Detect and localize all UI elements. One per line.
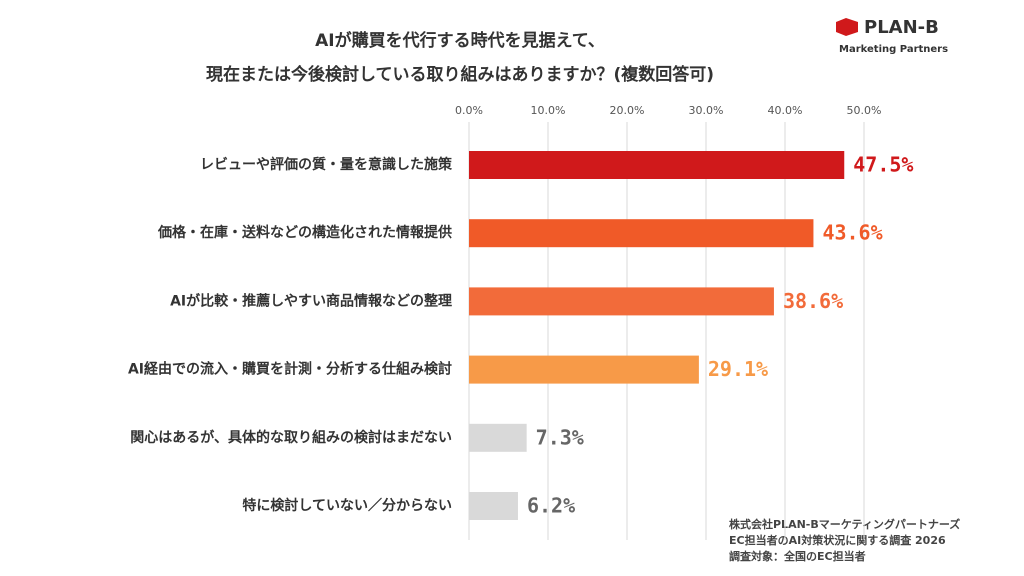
data-label: 38.6% (783, 289, 843, 313)
bar (469, 492, 518, 520)
y-tick-label: 特に検討していない／分からない (242, 497, 452, 514)
x-tick-label: 30.0% (689, 104, 724, 117)
x-tick-label: 50.0% (847, 104, 882, 117)
x-tick-label: 40.0% (768, 104, 803, 117)
data-label: 7.3% (536, 425, 584, 449)
bar (469, 287, 774, 316)
y-tick-label: AI経由での流入・購買を計測・分析する仕組み検討 (128, 361, 452, 378)
y-tick-label: AIが比較・推薦しやすい商品情報などの整理 (170, 292, 452, 309)
data-label: 29.1% (708, 357, 768, 381)
data-label: 47.5% (853, 153, 913, 177)
source-note: 株式会社PLAN-Bマーケティングパートナーズ (729, 517, 960, 531)
chart-title: 現在または今後検討している取り組みはありますか？(複数回答可) (206, 64, 714, 85)
data-label: 43.6% (822, 221, 882, 245)
x-tick-label: 0.0% (455, 104, 483, 117)
logo-tagline: Marketing Partners (839, 44, 948, 55)
y-tick-label: レビューや評価の質・量を意識した施策 (200, 156, 453, 173)
x-tick-label: 20.0% (610, 104, 645, 117)
bar (469, 219, 814, 248)
x-tick-label: 10.0% (531, 104, 566, 117)
bar (469, 151, 845, 179)
logo-icon (836, 18, 858, 36)
y-tick-label: 関心はあるが、具体的な取り組みの検討はまだない (130, 429, 452, 446)
logo-name: PLAN-B (864, 17, 939, 38)
bar (469, 355, 699, 384)
source-note: EC担当者のAI対策状況に関する調査 2026 (729, 533, 946, 547)
y-tick-label: 価格・在庫・送料などの構造化された情報提供 (157, 224, 452, 241)
chart-title: AIが購買を代行する時代を見据えて、 (315, 30, 605, 51)
data-label: 6.2% (527, 494, 575, 518)
bar (469, 423, 527, 452)
source-note: 調査対象：全国のEC担当者 (729, 549, 866, 563)
